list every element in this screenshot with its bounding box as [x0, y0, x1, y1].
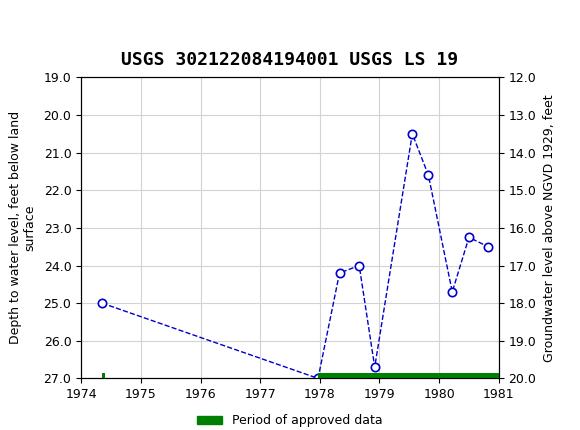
Text: ≡USGS: ≡USGS	[12, 16, 78, 36]
Bar	[318, 373, 499, 378]
Bar	[102, 373, 105, 378]
Text: USGS 302122084194001 USGS LS 19: USGS 302122084194001 USGS LS 19	[121, 51, 459, 69]
Y-axis label: Depth to water level, feet below land
surface: Depth to water level, feet below land su…	[9, 111, 37, 344]
Legend: Period of approved data: Period of approved data	[192, 409, 388, 430]
Y-axis label: Groundwater level above NGVD 1929, feet: Groundwater level above NGVD 1929, feet	[543, 94, 556, 362]
